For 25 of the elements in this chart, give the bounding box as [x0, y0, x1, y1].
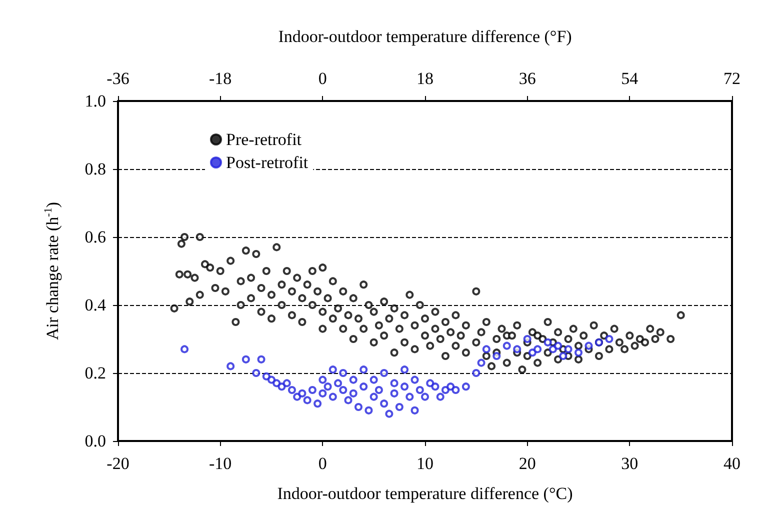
x2-tick-label: 36 [518, 69, 536, 88]
x-tick-label: 10 [416, 454, 434, 473]
x2-tick-label: 18 [416, 69, 434, 88]
y-tick-label: 1.0 [84, 92, 106, 110]
legend-label: Post-retrofit [226, 153, 308, 172]
y-tick-label: 0.4 [84, 296, 106, 314]
y-tick-label: 0.0 [84, 432, 106, 450]
x2-tick-label: 72 [724, 69, 740, 88]
x-tick-label: 40 [724, 454, 740, 473]
x2-tick-label: -18 [208, 69, 232, 88]
x-tick-label: 0 [318, 454, 327, 473]
x2-tick-label: 54 [621, 69, 639, 88]
x-tick-label: -10 [208, 454, 232, 473]
x-tick-label: 30 [621, 454, 638, 473]
legend-label: Pre-retrofit [226, 130, 302, 149]
x-tick-label: 20 [518, 454, 536, 473]
y-tick-label: 0.2 [84, 364, 106, 382]
y-tick-label: 0.8 [84, 160, 106, 178]
y-axis-title: Air change rate (h-1) [42, 202, 62, 340]
x-tick-label: -20 [106, 454, 130, 473]
x2-axis-title: Indoor-outdoor temperature difference (°F) [278, 27, 572, 46]
x2-tick-label: -36 [106, 69, 130, 88]
x2-tick-label: 0 [318, 69, 327, 88]
y-tick-label: 0.6 [84, 228, 106, 246]
x-axis-title: Indoor-outdoor temperature difference (°C) [277, 484, 573, 503]
